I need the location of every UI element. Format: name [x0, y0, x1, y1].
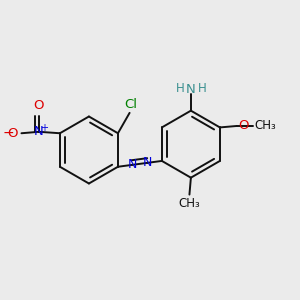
Text: O: O: [34, 99, 44, 112]
Text: N: N: [186, 83, 196, 96]
Text: O: O: [238, 119, 249, 133]
Text: +: +: [40, 123, 48, 133]
Text: methoxy: methoxy: [248, 125, 254, 127]
Text: Cl: Cl: [124, 98, 137, 110]
Text: CH₃: CH₃: [178, 197, 200, 210]
Text: N: N: [127, 158, 137, 171]
Text: O: O: [8, 127, 18, 140]
Text: −: −: [2, 125, 14, 140]
Text: H: H: [198, 82, 206, 95]
Text: N: N: [34, 125, 44, 138]
Text: H: H: [176, 82, 184, 95]
Text: N: N: [143, 156, 152, 169]
Text: CH₃: CH₃: [254, 119, 276, 133]
